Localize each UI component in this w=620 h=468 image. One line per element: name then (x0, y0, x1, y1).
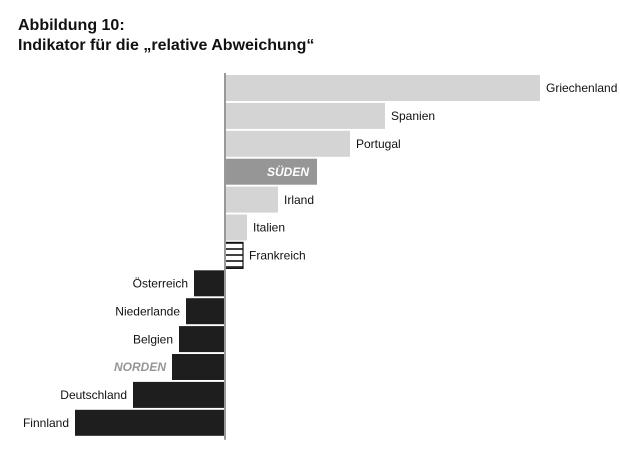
bar-griechenland (225, 75, 540, 101)
label-irland: Irland (284, 193, 314, 207)
figure-subtitle: Indikator für die „relative Abweichung“ (18, 37, 315, 54)
label-österreich: Österreich (133, 276, 188, 290)
bar-italien (225, 214, 247, 241)
bar-irland (225, 186, 278, 213)
label-finnland: Finnland (23, 416, 69, 430)
label-frankreich: Frankreich (249, 249, 306, 263)
label-süden: SÜDEN (267, 164, 309, 179)
bar-spanien (225, 102, 385, 129)
label-spanien: Spanien (391, 109, 435, 123)
label-niederlande: Niederlande (115, 304, 180, 318)
label-italien: Italien (253, 221, 285, 235)
bar-frankreich (224, 241, 244, 269)
label-norden: NORDEN (114, 360, 166, 374)
label-griechenland: Griechenland (546, 81, 617, 95)
label-portugal: Portugal (356, 137, 401, 151)
label-belgien: Belgien (133, 332, 173, 346)
bar-österreich (194, 270, 225, 297)
bar-finnland (75, 409, 225, 436)
chart-title-block: Abbildung 10: Indikator für die „relativ… (18, 16, 314, 56)
bar-norden (172, 354, 225, 380)
bar-süden (225, 158, 317, 185)
bar-niederlande (186, 298, 225, 325)
bar-portugal (225, 130, 350, 157)
bar-belgien (179, 326, 225, 353)
bar-deutschland (133, 381, 225, 408)
figure-title: Abbildung 10: (18, 17, 125, 34)
label-deutschland: Deutschland (60, 388, 127, 402)
